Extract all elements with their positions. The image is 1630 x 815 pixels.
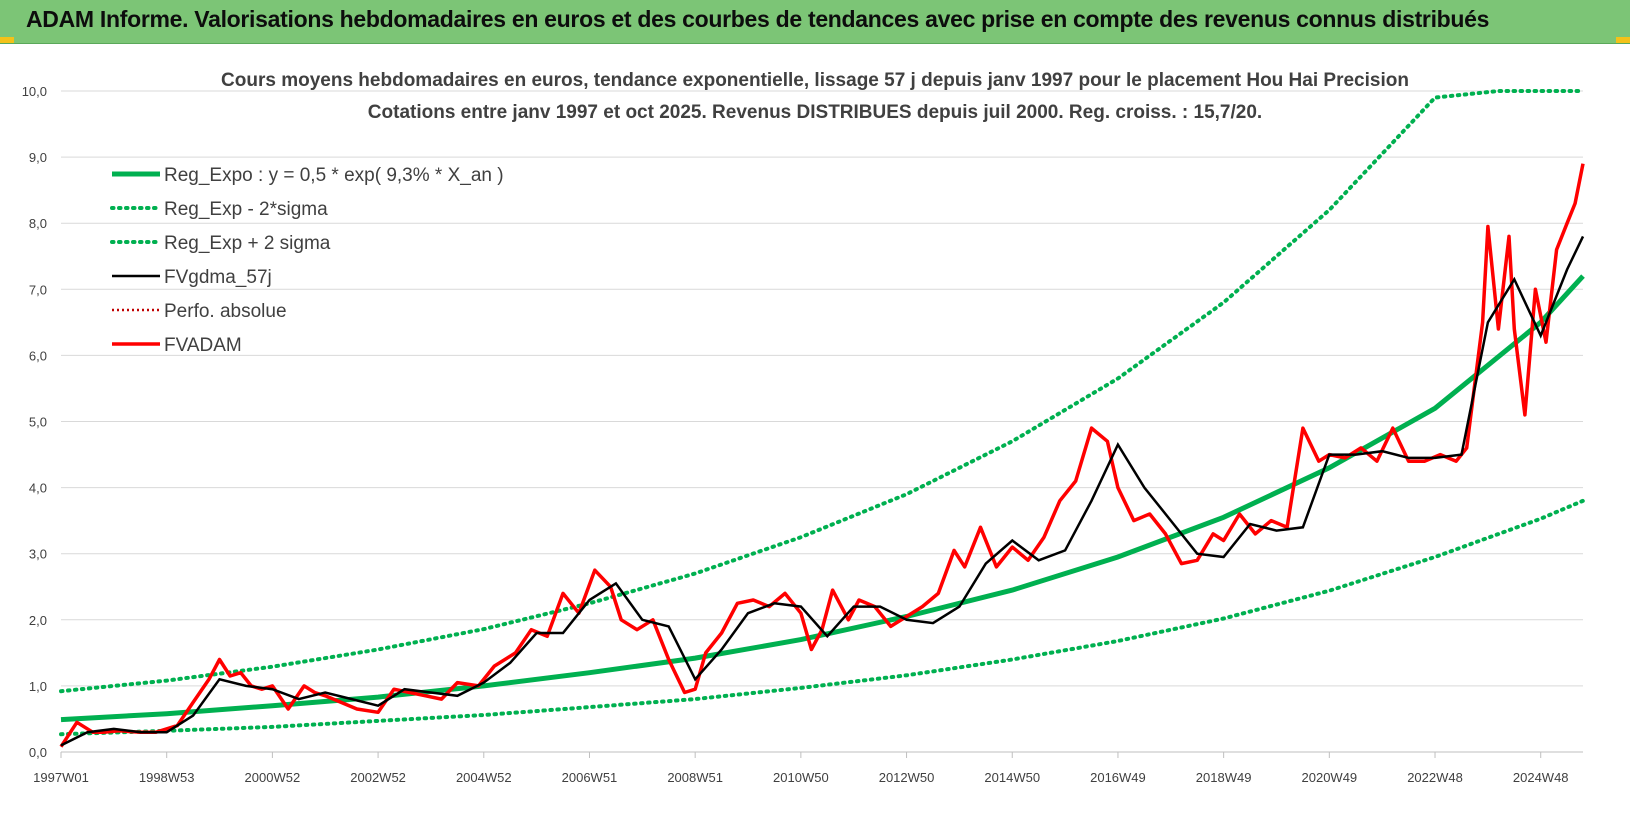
y-tick-label: 6,0 [29,348,47,363]
x-tick-label: 2002W52 [350,770,406,785]
x-tick-label: 2016W49 [1090,770,1146,785]
x-tick-label: 1997W01 [33,770,89,785]
chart-title-line1: Cours moyens hebdomadaires en euros, ten… [221,70,1409,91]
legend-label: FVADAM [164,335,242,356]
y-axis-ticks: 0,0 1,0 2,0 3,0 4,0 5,0 6,0 7,0 8,0 9,0 10,0 [22,84,47,760]
chart-legend: Reg_Expo : y = 0,5 * exp( 9,3% * X_an ) R… [110,165,504,356]
report-title: ADAM Informe. Valorisations hebdomadaire… [26,6,1490,32]
chart-title-line2: Cotations entre janv 1997 et oct 2025. R… [368,102,1262,123]
report-banner: ADAM Informe. Valorisations hebdomadaire… [0,0,1630,44]
x-tick-label: 2006W51 [562,770,618,785]
legend-label: Perfo. absolue [164,301,287,322]
legend-label: Reg_Exp - 2*sigma [164,199,328,220]
y-tick-label: 8,0 [29,216,47,231]
y-tick-label: 5,0 [29,415,47,430]
x-tick-label: 1998W53 [139,770,195,785]
series-reg-expo [60,274,1585,723]
gridlines [61,90,1583,753]
x-tick-label: 2024W48 [1513,770,1569,785]
x-tick-label: 2004W52 [456,770,512,785]
y-tick-label: 3,0 [29,547,47,562]
series-reg-exp-minus-2sigma [59,498,1585,737]
x-tick-label: 2000W52 [245,770,301,785]
series-lines [59,89,1585,748]
series-reg-exp-plus-2sigma [59,89,1585,694]
legend-label: FVgdma_57j [164,267,272,288]
x-tick-label: 2020W49 [1302,770,1358,785]
x-axis-ticks: 1997W01 1998W53 2000W52 2002W52 2004W52 2006W… [33,752,1569,785]
y-tick-label: 4,0 [29,481,47,496]
y-tick-label: 7,0 [29,282,47,297]
y-tick-label: 1,0 [29,679,47,694]
legend-label: Reg_Expo : y = 0,5 * exp( 9,3% * X_an ) [164,165,504,186]
x-tick-label: 2012W50 [879,770,935,785]
corner-accent-right [1616,37,1630,43]
x-tick-label: 2010W50 [773,770,829,785]
y-tick-label: 10,0 [22,84,47,99]
x-tick-label: 2018W49 [1196,770,1252,785]
y-tick-label: 0,0 [29,745,47,760]
corner-accent-left [0,37,14,43]
x-tick-label: 2008W51 [667,770,723,785]
y-tick-label: 2,0 [29,613,47,628]
legend-label: Reg_Exp + 2 sigma [164,233,331,254]
x-tick-label: 2022W48 [1407,770,1463,785]
series-fvgdma-57j [60,235,1585,747]
y-tick-label: 9,0 [29,150,47,165]
x-tick-label: 2014W50 [984,770,1040,785]
